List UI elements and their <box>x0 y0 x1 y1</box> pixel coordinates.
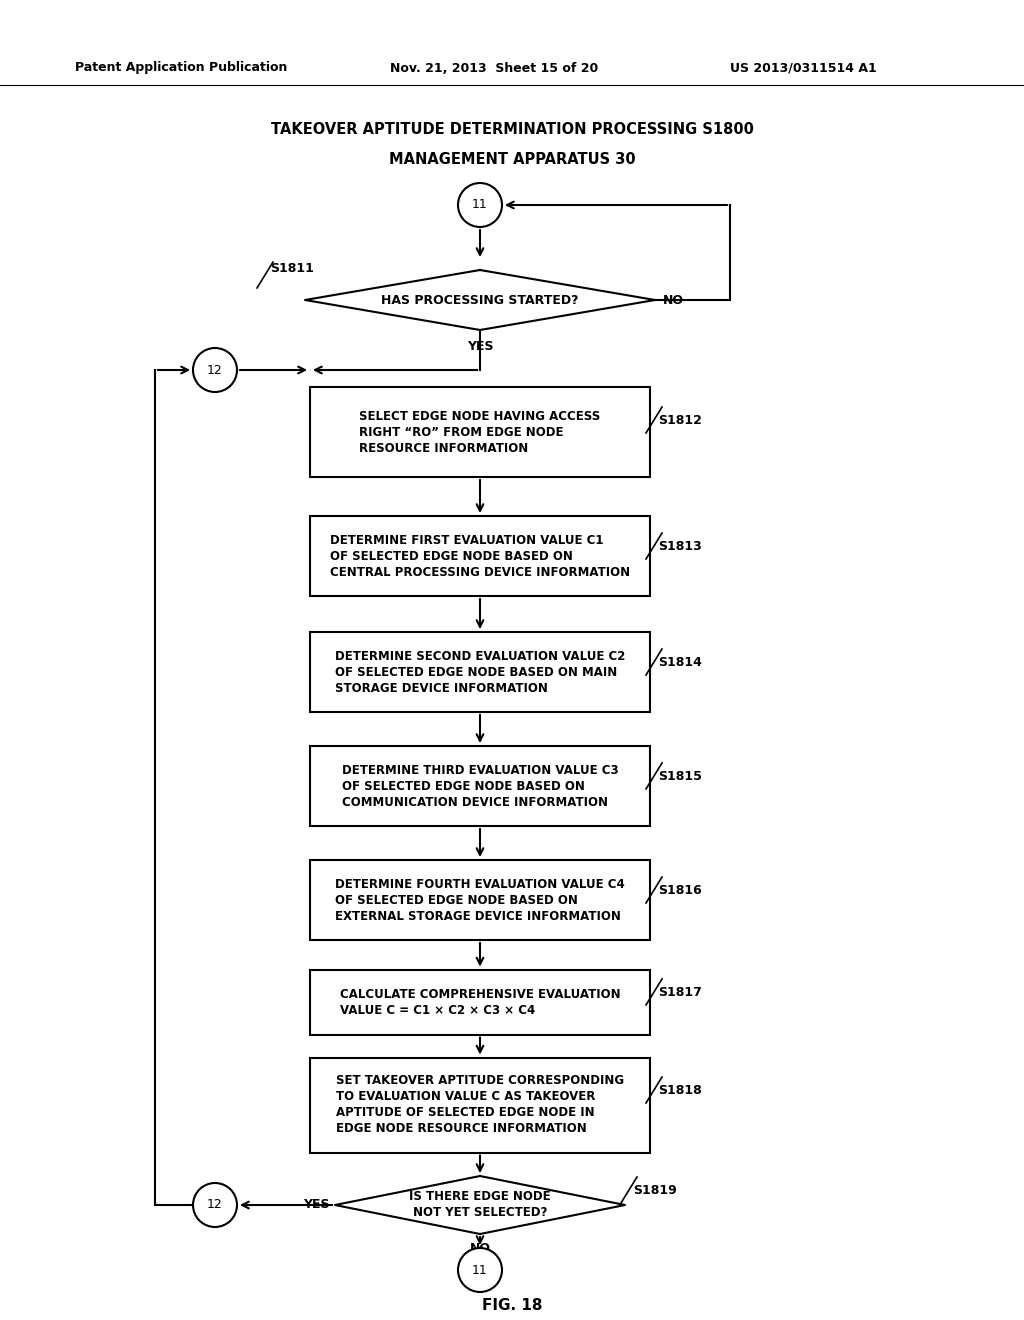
Text: CALCULATE COMPREHENSIVE EVALUATION
VALUE C = C1 × C2 × C3 × C4: CALCULATE COMPREHENSIVE EVALUATION VALUE… <box>340 987 621 1016</box>
Bar <box>310 632 650 711</box>
Text: S1816: S1816 <box>658 883 701 896</box>
Text: SET TAKEOVER APTITUDE CORRESPONDING
TO EVALUATION VALUE C AS TAKEOVER
APTITUDE O: SET TAKEOVER APTITUDE CORRESPONDING TO E… <box>336 1074 624 1135</box>
Bar <box>310 746 650 826</box>
Text: S1815: S1815 <box>658 770 701 783</box>
Text: DETERMINE FIRST EVALUATION VALUE C1
OF SELECTED EDGE NODE BASED ON
CENTRAL PROCE: DETERMINE FIRST EVALUATION VALUE C1 OF S… <box>330 533 630 578</box>
Text: S1814: S1814 <box>658 656 701 668</box>
Text: S1818: S1818 <box>658 1084 701 1097</box>
Text: DETERMINE SECOND EVALUATION VALUE C2
OF SELECTED EDGE NODE BASED ON MAIN
STORAGE: DETERMINE SECOND EVALUATION VALUE C2 OF … <box>335 649 626 694</box>
Text: YES: YES <box>467 341 494 352</box>
Bar <box>310 861 650 940</box>
Text: SELECT EDGE NODE HAVING ACCESS
RIGHT “RO” FROM EDGE NODE
RESOURCE INFORMATION: SELECT EDGE NODE HAVING ACCESS RIGHT “RO… <box>359 409 601 454</box>
Bar <box>310 516 650 597</box>
Circle shape <box>193 348 237 392</box>
Text: 11: 11 <box>472 198 487 211</box>
Text: FIG. 18: FIG. 18 <box>481 1298 543 1312</box>
Text: HAS PROCESSING STARTED?: HAS PROCESSING STARTED? <box>381 293 579 306</box>
Text: 12: 12 <box>207 1199 223 1212</box>
Text: DETERMINE THIRD EVALUATION VALUE C3
OF SELECTED EDGE NODE BASED ON
COMMUNICATION: DETERMINE THIRD EVALUATION VALUE C3 OF S… <box>342 763 618 808</box>
Circle shape <box>458 1247 502 1292</box>
Text: S1811: S1811 <box>270 261 314 275</box>
Text: Nov. 21, 2013  Sheet 15 of 20: Nov. 21, 2013 Sheet 15 of 20 <box>390 62 598 74</box>
Text: 11: 11 <box>472 1263 487 1276</box>
Circle shape <box>193 1183 237 1228</box>
Bar <box>310 1057 650 1152</box>
Text: TAKEOVER APTITUDE DETERMINATION PROCESSING S1800: TAKEOVER APTITUDE DETERMINATION PROCESSI… <box>270 123 754 137</box>
Circle shape <box>458 183 502 227</box>
Text: IS THERE EDGE NODE
NOT YET SELECTED?: IS THERE EDGE NODE NOT YET SELECTED? <box>410 1191 551 1220</box>
Bar <box>310 969 650 1035</box>
Text: S1812: S1812 <box>658 413 701 426</box>
Text: MANAGEMENT APPARATUS 30: MANAGEMENT APPARATUS 30 <box>389 153 635 168</box>
Text: US 2013/0311514 A1: US 2013/0311514 A1 <box>730 62 877 74</box>
Text: 12: 12 <box>207 363 223 376</box>
Text: NO: NO <box>469 1242 490 1255</box>
Text: S1813: S1813 <box>658 540 701 553</box>
Text: Patent Application Publication: Patent Application Publication <box>75 62 288 74</box>
Text: DETERMINE FOURTH EVALUATION VALUE C4
OF SELECTED EDGE NODE BASED ON
EXTERNAL STO: DETERMINE FOURTH EVALUATION VALUE C4 OF … <box>335 878 625 923</box>
Text: NO: NO <box>663 293 684 306</box>
Text: YES: YES <box>303 1199 330 1212</box>
Text: S1817: S1817 <box>658 986 701 998</box>
Bar <box>310 387 650 477</box>
Text: S1819: S1819 <box>633 1184 677 1196</box>
